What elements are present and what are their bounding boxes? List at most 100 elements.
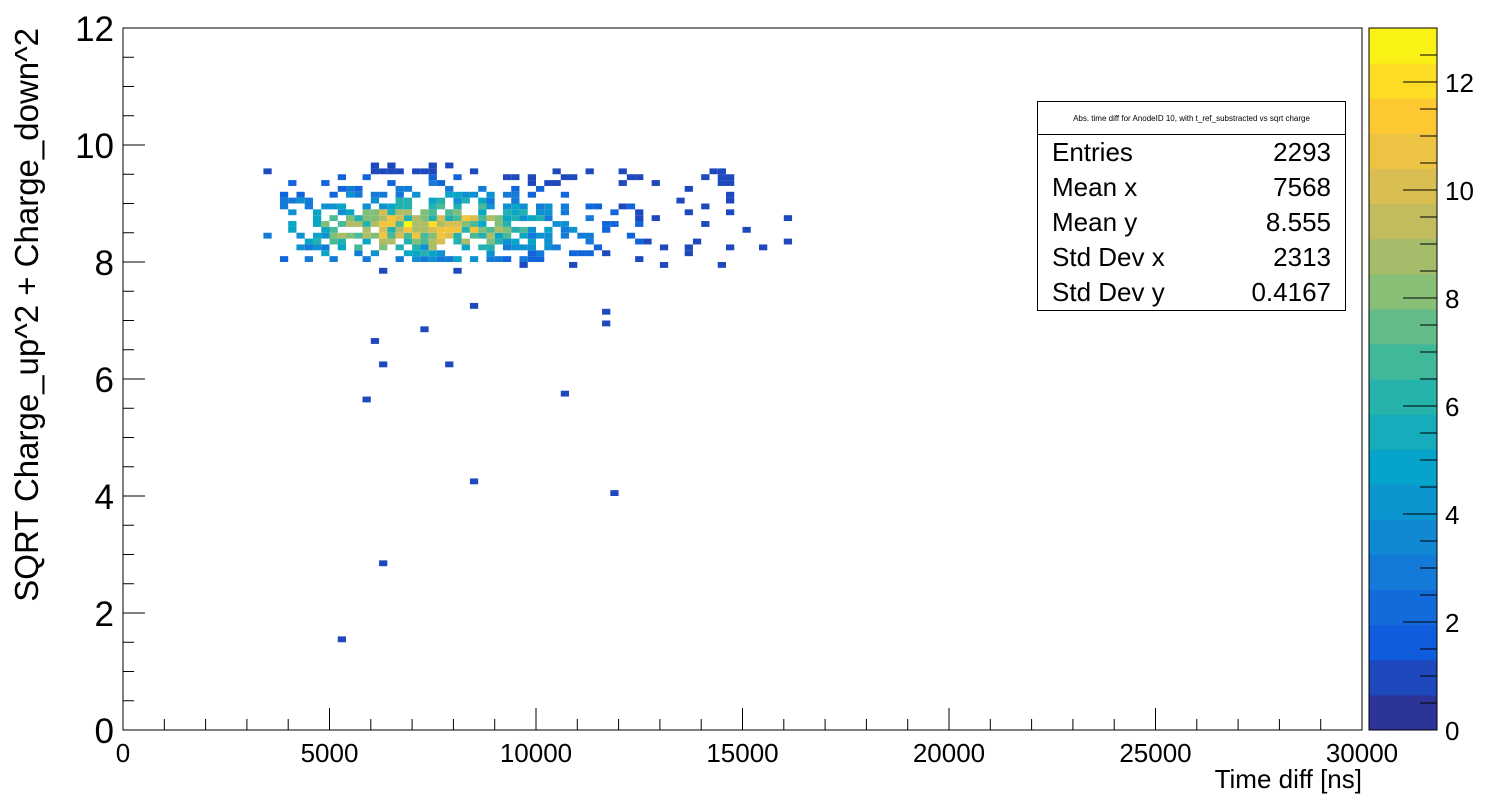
heatmap-bin: [626, 203, 636, 210]
heatmap-bin: [602, 250, 611, 257]
heatmap-bin: [453, 267, 462, 274]
heatmap-bin: [304, 197, 313, 204]
heatmap-bin: [445, 162, 454, 169]
z-tick-label: 8: [1445, 284, 1459, 314]
z-tick-label: 6: [1445, 392, 1459, 422]
heatmap-bin: [362, 174, 371, 181]
heatmap-bin: [453, 174, 462, 181]
heatmap-bin: [569, 174, 578, 181]
heatmap-bin: [436, 180, 446, 186]
heatmap-bin: [304, 256, 313, 262]
heatmap-bin: [321, 226, 330, 233]
z-tick-label: 2: [1445, 608, 1459, 638]
z-tick-label: 0: [1445, 716, 1459, 746]
heatmap-bin: [502, 226, 512, 233]
heatmap-bin: [403, 209, 413, 216]
heatmap-bin: [337, 636, 347, 643]
heatmap-bin: [536, 232, 545, 239]
heatmap-bin: [527, 180, 536, 186]
heatmap-bin: [536, 203, 545, 210]
heatmap-bin: [469, 168, 479, 175]
heatmap-bin: [337, 185, 347, 192]
heatmap-bin: [329, 232, 338, 239]
heatmap-bin: [536, 256, 545, 262]
heatmap-bin: [354, 250, 363, 257]
heatmap-bin: [370, 168, 380, 175]
y-tick-label: 10: [75, 127, 114, 166]
heatmap-bin: [321, 250, 330, 257]
y-tick-label: 2: [95, 595, 114, 634]
heatmap-bin: [585, 215, 594, 222]
palette-band: [1369, 168, 1437, 204]
heatmap-bin: [329, 215, 338, 222]
heatmap-bin: [453, 209, 462, 216]
heatmap-bin: [502, 215, 512, 222]
heatmap-bin: [478, 197, 487, 204]
heatmap-bin: [585, 232, 594, 239]
heatmap-bin: [783, 238, 793, 245]
heatmap-bin: [502, 238, 512, 245]
palette-band: [1369, 98, 1437, 134]
heatmap-bin: [519, 215, 528, 222]
heatmap-bin: [279, 203, 289, 210]
heatmap-bin: [486, 256, 495, 262]
heatmap-bin: [387, 226, 396, 233]
heatmap-bin: [436, 215, 446, 222]
heatmap-bin: [420, 244, 429, 251]
heatmap-bin: [387, 215, 396, 222]
heatmap-bin: [445, 215, 454, 222]
heatmap-bin: [635, 174, 644, 181]
heatmap-bin: [445, 232, 454, 239]
x-tick-label: 10000: [500, 738, 572, 768]
heatmap-bin: [420, 209, 429, 216]
heatmap-bin: [478, 215, 487, 222]
heatmap-bin: [412, 226, 421, 233]
heatmap-bin: [717, 262, 726, 268]
heatmap-bin: [544, 238, 553, 245]
heatmap-bin: [486, 215, 495, 222]
palette-band: [1369, 624, 1437, 661]
heatmap-bin: [552, 244, 561, 251]
heatmap-bin: [453, 197, 462, 204]
heatmap-bin: [527, 191, 536, 198]
heatmap-bin: [428, 197, 437, 204]
heatmap-bin: [346, 232, 355, 239]
heatmap-bin: [536, 250, 545, 257]
heatmap-bin: [412, 250, 421, 257]
heatmap-bin: [445, 221, 454, 227]
y-tick-label: 0: [95, 712, 114, 751]
palette-band: [1369, 379, 1437, 415]
heatmap-bin: [701, 221, 710, 227]
heatmap-bin: [494, 232, 503, 239]
heatmap-bin: [395, 215, 404, 222]
heatmap-bin: [544, 203, 553, 210]
stats-label: Mean y: [1052, 207, 1138, 237]
heatmap-bin: [552, 221, 561, 227]
heatmap-bin: [560, 226, 570, 233]
heatmap-bin: [461, 215, 470, 222]
heatmap-bin: [329, 203, 338, 210]
heatmap-bin: [370, 191, 380, 198]
heatmap-bin: [304, 244, 313, 251]
heatmap-bin: [511, 238, 520, 245]
heatmap-bin: [288, 226, 297, 233]
heatmap-bin: [486, 250, 495, 257]
heatmap-bin: [379, 221, 388, 227]
heatmap-bin: [453, 215, 462, 222]
heatmap-bin: [469, 232, 479, 239]
heatmap-bin: [420, 215, 429, 222]
heatmap-bin: [560, 209, 570, 216]
heatmap-bin: [312, 215, 322, 222]
heatmap-bin: [445, 226, 454, 233]
heatmap-bin: [585, 238, 594, 245]
axes: 0 5000 10000 15000 20000 25000 30000 0 2 4 6 8 10 12: [75, 10, 1398, 768]
heatmap-bin: [461, 221, 470, 227]
heatmap-bin: [502, 203, 512, 210]
heatmap-bin: [659, 262, 669, 268]
heatmap-bin: [552, 168, 561, 175]
heatmap-bin: [321, 203, 330, 210]
heatmap-bin: [379, 560, 388, 567]
heatmap-bin: [544, 215, 553, 222]
heatmap-bin: [511, 185, 520, 192]
heatmap-bin: [346, 209, 355, 216]
